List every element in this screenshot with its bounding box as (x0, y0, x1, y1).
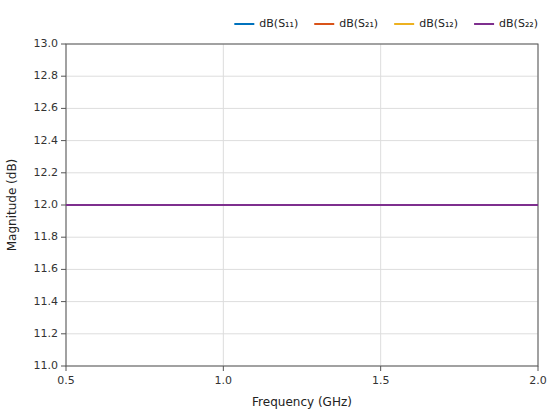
series-line (66, 204, 538, 206)
tick-mark (61, 108, 66, 109)
legend-item: dB(S₁₂) (394, 17, 458, 30)
tick-label: 12.0 (34, 198, 59, 211)
tick-mark (223, 366, 224, 371)
tick-label: 12.4 (34, 134, 59, 147)
tick-mark (61, 205, 66, 206)
tick-mark (61, 76, 66, 77)
tick-mark (538, 366, 539, 371)
tick-label: 11.8 (34, 230, 59, 243)
tick-mark (61, 237, 66, 238)
legend-swatch (234, 23, 254, 25)
tick-label: 11.4 (34, 295, 59, 308)
chart: 11.0 11.2 11.4 11.6 11.8 12.0 12.2 12.4 12.6 12.8… (0, 0, 560, 420)
grid-line (66, 269, 538, 270)
tick-mark (61, 366, 66, 367)
tick-label: 12.6 (34, 101, 59, 114)
axes: 11.0 11.2 11.4 11.6 11.8 12.0 12.2 12.4 12.6 12.8… (34, 37, 547, 387)
grid-line (66, 140, 538, 141)
grid-line (66, 76, 538, 77)
grid (66, 44, 538, 366)
tick-mark (380, 366, 381, 371)
tick-label: 12.8 (34, 69, 59, 82)
tick-label: 2.0 (529, 374, 547, 387)
legend: dB(S₁₁) dB(S₂₁) dB(S₁₂) dB(S₂₂) (234, 17, 538, 30)
grid-line (66, 333, 538, 334)
grid-line (66, 108, 538, 109)
tick-label: 13.0 (34, 37, 59, 50)
legend-label: dB(S₁₂) (419, 17, 458, 30)
series-group (66, 205, 538, 206)
legend-swatch (394, 23, 414, 25)
tick-label: 11.6 (34, 262, 59, 275)
tick-label: 1.5 (372, 374, 390, 387)
series-line (66, 204, 538, 206)
tick-mark (66, 366, 67, 371)
legend-label: dB(S₁₁) (259, 17, 298, 30)
tick-mark (61, 44, 66, 45)
tick-label: 1.0 (215, 374, 233, 387)
tick-label: 11.0 (34, 359, 59, 372)
legend-swatch (314, 23, 334, 25)
tick-mark (61, 140, 66, 141)
legend-item: dB(S₂₁) (314, 17, 378, 30)
tick-mark (61, 301, 66, 302)
x-axis-label: Frequency (GHz) (252, 395, 352, 409)
legend-item: dB(S₁₁) (234, 17, 298, 30)
tick-label: 12.2 (34, 166, 59, 179)
plot-frame (66, 44, 538, 366)
tick-mark (61, 333, 66, 334)
grid-line (66, 205, 538, 206)
legend-label: dB(S₂₂) (499, 17, 538, 30)
legend-item: dB(S₂₂) (474, 17, 538, 30)
tick-label: 0.5 (57, 374, 75, 387)
tick-mark (61, 172, 66, 173)
legend-label: dB(S₂₁) (339, 17, 378, 30)
grid-line (66, 172, 538, 173)
plot-area (66, 44, 538, 366)
tick-label: 11.2 (34, 327, 59, 340)
grid-line (66, 301, 538, 302)
grid-line (66, 237, 538, 238)
tick-mark (61, 269, 66, 270)
y-axis-label: Magnitude (dB) (5, 159, 19, 252)
series-line (66, 204, 538, 206)
series-line (66, 204, 538, 206)
legend-swatch (474, 23, 494, 25)
